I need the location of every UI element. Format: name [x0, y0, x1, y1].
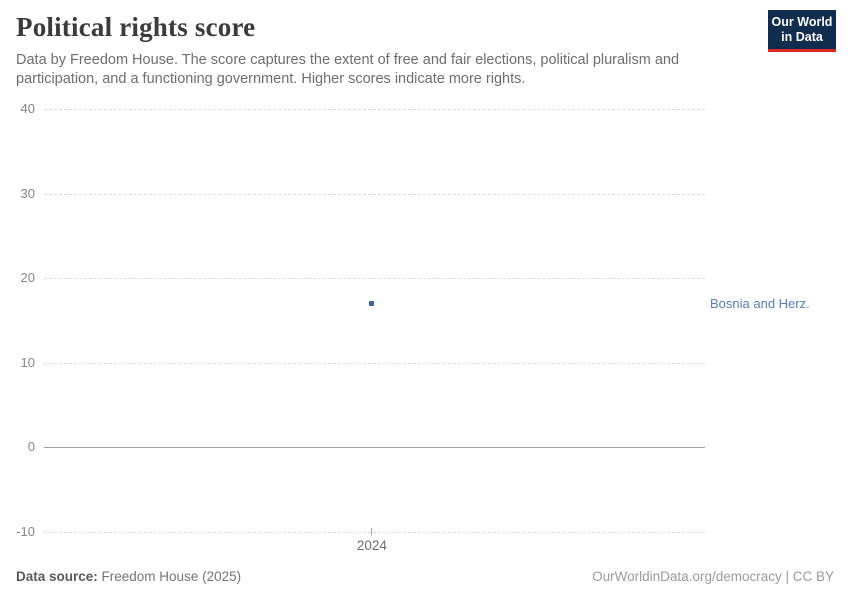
data-point[interactable]: [369, 301, 375, 307]
plot-area: 40 30 20 10 0 -10 2024: [16, 101, 705, 553]
data-source-value: Freedom House (2025): [97, 569, 242, 584]
page-title: Political rights score: [16, 12, 256, 42]
gridline: [44, 532, 705, 533]
x-axis-tick: [371, 528, 373, 535]
owid-logo-line2: in Data: [781, 30, 823, 44]
x-axis-tick-label: 2024: [356, 538, 387, 553]
y-axis-tick-label: 20: [20, 270, 35, 286]
gridline: [44, 193, 705, 195]
owid-logo-line1: Our World: [771, 15, 833, 29]
owid-logo[interactable]: Our World in Data: [768, 10, 836, 52]
zero-axis-line: [44, 447, 705, 449]
license-link[interactable]: OurWorldinData.org/democracy | CC BY: [592, 569, 834, 584]
gridline: [44, 278, 705, 280]
y-axis-tick-label: 30: [20, 185, 35, 201]
data-source-note: Data source: Freedom House (2025): [16, 569, 241, 584]
y-axis-tick-label: 40: [20, 101, 35, 116]
y-axis-tick-label: -10: [16, 524, 35, 539]
gridline: [44, 362, 705, 364]
data-source-label: Data source:: [16, 569, 98, 584]
chart-subtitle: Data by Freedom House. The score capture…: [16, 52, 680, 87]
entity-label[interactable]: Bosnia and Herz.: [710, 296, 810, 311]
y-axis-tick-label: 0: [27, 439, 35, 455]
gridline: [44, 109, 705, 110]
y-axis-tick-label: 10: [20, 354, 35, 370]
